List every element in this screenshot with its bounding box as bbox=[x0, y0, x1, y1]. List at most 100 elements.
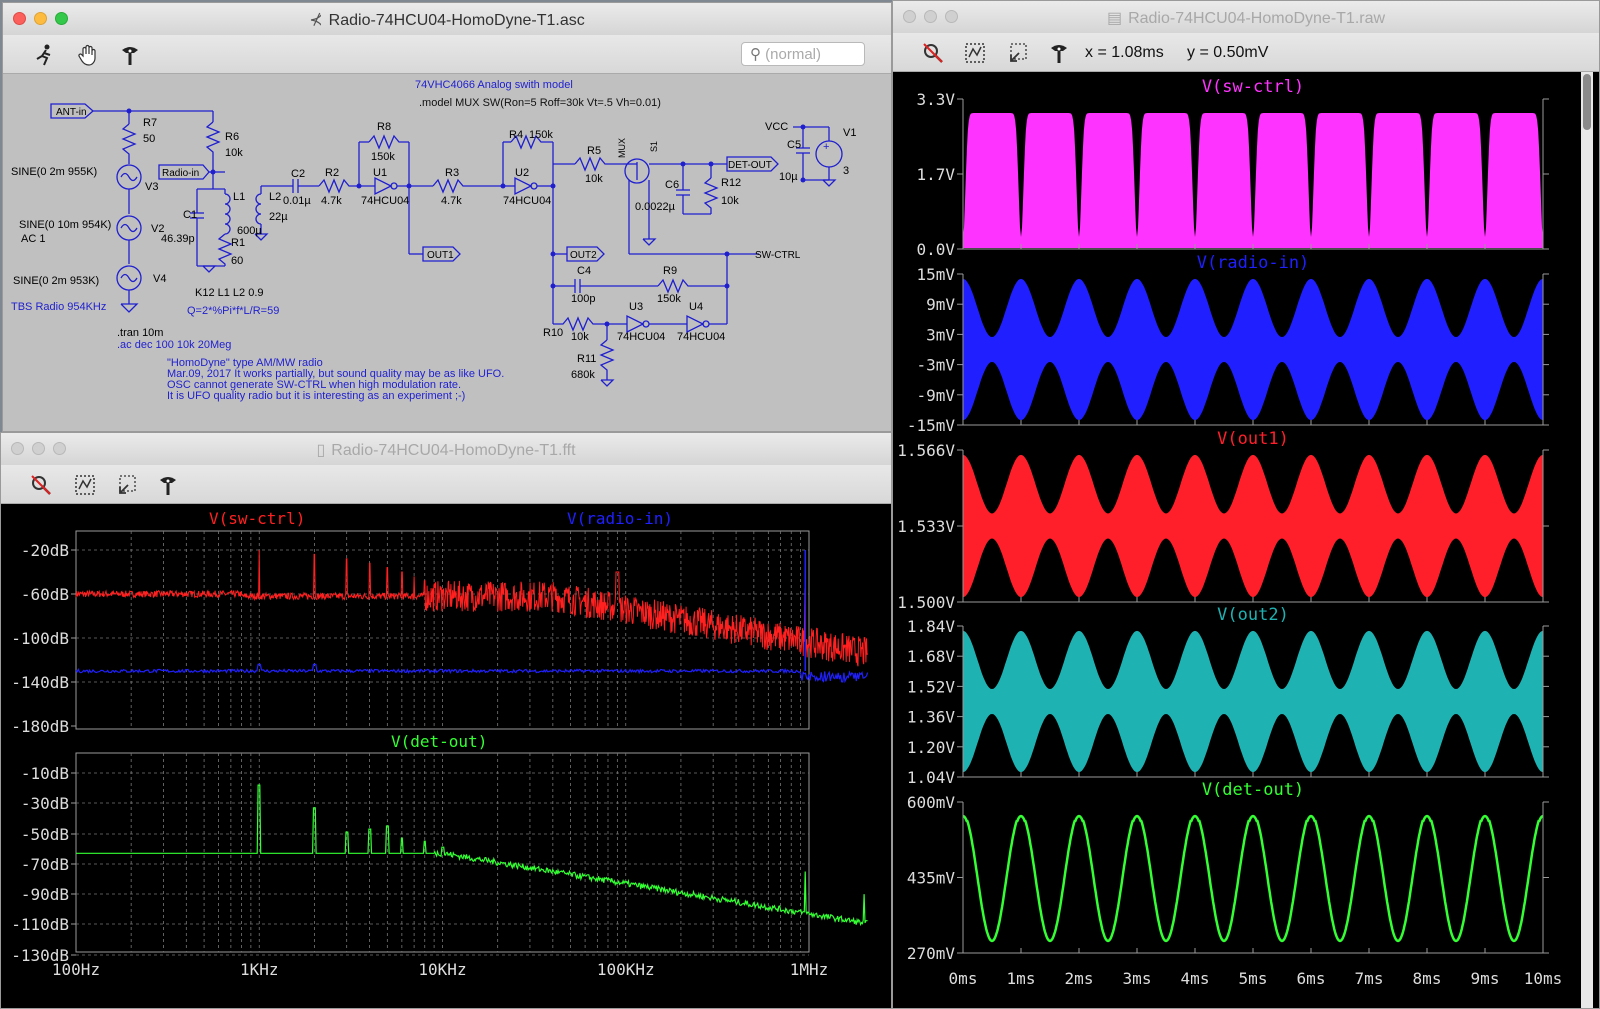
pane-out1-ytick: 1.500V bbox=[897, 593, 955, 612]
svg-text:50: 50 bbox=[143, 133, 155, 145]
fft-top-ytick: -100dB bbox=[11, 629, 69, 648]
pane-radio-in-ytick: 9mV bbox=[926, 295, 955, 314]
close-button[interactable] bbox=[13, 12, 26, 25]
fft-top-ytick: -140dB bbox=[11, 673, 69, 692]
svg-text:R6: R6 bbox=[225, 131, 239, 143]
fft-bottom-ytick: -90dB bbox=[21, 885, 69, 904]
pane-out1: V(out1) 1.566V 1.533V 1.500V bbox=[897, 429, 1549, 612]
svg-text:U4: U4 bbox=[689, 301, 703, 313]
halt-hand-icon[interactable] bbox=[76, 43, 100, 67]
svg-text:R11: R11 bbox=[577, 353, 596, 365]
undo-zoom-icon[interactable] bbox=[1005, 41, 1029, 65]
raw-scrollbar[interactable] bbox=[1581, 72, 1593, 1009]
svg-text:.tran 10m: .tran 10m bbox=[117, 327, 163, 339]
minimize-button[interactable] bbox=[34, 12, 47, 25]
raw-xtick: 2ms bbox=[1065, 969, 1094, 988]
fft-xtick: 1MHz bbox=[790, 960, 829, 979]
raw-scroll-thumb[interactable] bbox=[1583, 74, 1591, 130]
schematic-canvas[interactable]: + bbox=[3, 74, 891, 431]
fft-trace-label-radio-in: V(radio-in) bbox=[567, 509, 673, 528]
autorange-icon[interactable] bbox=[73, 473, 97, 497]
svg-text:0.0022µ: 0.0022µ bbox=[635, 201, 676, 213]
svg-text:C6: C6 bbox=[665, 179, 679, 191]
radio-in-flag bbox=[158, 164, 210, 180]
schematic-titlebar[interactable]: ⊀ Radio-74HCU04-HomoDyne-T1.asc bbox=[3, 3, 891, 36]
raw-plot-area[interactable]: V(sw-ctrl) 3.3V 1.7V 0.0V V(radio-in) 15mV 9mV… bbox=[893, 72, 1599, 1008]
svg-text:Radio-in: Radio-in bbox=[162, 168, 199, 179]
svg-text:It is UFO quality radio but it: It is UFO quality radio but it is intere… bbox=[167, 390, 465, 402]
raw-zoom-button[interactable] bbox=[945, 10, 958, 23]
schematic-window: ⊀ Radio-74HCU04-HomoDyne-T1.asc ⚲ (normal… bbox=[2, 2, 892, 432]
zoom-cancel-icon[interactable] bbox=[921, 41, 945, 65]
svg-text:C1: C1 bbox=[183, 209, 197, 221]
fft-plot-area[interactable]: V(sw-ctrl) V(radio-in) V(det-out) -20dB -… bbox=[1, 504, 891, 1008]
undo-zoom-icon[interactable] bbox=[114, 473, 138, 497]
zoom-cancel-icon[interactable] bbox=[29, 473, 53, 497]
schematic-file-icon: ⊀ bbox=[309, 12, 323, 29]
svg-text:L2: L2 bbox=[269, 191, 281, 203]
svg-text:R5: R5 bbox=[587, 145, 601, 157]
svg-text:74HCU04: 74HCU04 bbox=[677, 331, 725, 343]
svg-text:DET-OUT: DET-OUT bbox=[728, 160, 772, 171]
svg-text:22µ: 22µ bbox=[269, 211, 288, 223]
svg-text:R4: R4 bbox=[509, 129, 523, 141]
search-input[interactable]: ⚲ (normal) bbox=[741, 42, 865, 66]
svg-text:150k: 150k bbox=[371, 151, 395, 163]
svg-text:10k: 10k bbox=[585, 173, 603, 185]
svg-text:V2: V2 bbox=[151, 223, 164, 235]
raw-xtick: 10ms bbox=[1524, 969, 1563, 988]
pane-det-out-ytick: 270mV bbox=[907, 944, 956, 963]
svg-text:TBS Radio 954KHz: TBS Radio 954KHz bbox=[11, 301, 106, 313]
svg-text:10k: 10k bbox=[571, 331, 589, 343]
raw-window: ▤ Radio-74HCU04-HomoDyne-T1.raw x = 1.08m… bbox=[892, 0, 1600, 1009]
svg-text:AC 1: AC 1 bbox=[21, 233, 45, 245]
probe-icon[interactable] bbox=[156, 473, 180, 497]
svg-text:150k: 150k bbox=[657, 293, 681, 305]
autorange-icon[interactable] bbox=[963, 41, 987, 65]
fft-bottom-ytick: -130dB bbox=[11, 946, 69, 965]
fft-xtick: 1KHz bbox=[240, 960, 279, 979]
raw-xtick: 7ms bbox=[1355, 969, 1384, 988]
pane-sw-ctrl-ytick: 0.0V bbox=[916, 240, 955, 259]
schematic-annotations: 74VHC4066 Analog swith model .model MUX … bbox=[11, 79, 856, 402]
raw-close-button[interactable] bbox=[903, 10, 916, 23]
svg-text:R2: R2 bbox=[325, 167, 339, 179]
raw-minimize-button[interactable] bbox=[924, 10, 937, 23]
fft-zoom-button[interactable] bbox=[53, 442, 66, 455]
fft-plot: V(sw-ctrl) V(radio-in) V(det-out) -20dB -… bbox=[11, 509, 869, 979]
fft-file-icon: ▯ bbox=[316, 442, 326, 459]
fft-xtick: 100KHz bbox=[597, 960, 655, 979]
svg-text:SINE(0 2m 953K): SINE(0 2m 953K) bbox=[13, 275, 99, 287]
svg-text:R7: R7 bbox=[143, 117, 157, 129]
fft-trace-label-det-out: V(det-out) bbox=[391, 732, 487, 751]
run-icon[interactable] bbox=[33, 43, 57, 67]
pane-out2-ytick: 1.36V bbox=[907, 708, 956, 727]
fft-bottom-ytick: -70dB bbox=[21, 855, 69, 874]
svg-text:Mar.09, 2017 It works partiall: Mar.09, 2017 It works partially, but sou… bbox=[167, 368, 504, 380]
raw-window-title: Radio-74HCU04-HomoDyne-T1.raw bbox=[1128, 10, 1386, 27]
probe-icon[interactable] bbox=[118, 43, 142, 67]
zoom-button[interactable] bbox=[55, 12, 68, 25]
svg-text:OUT2: OUT2 bbox=[570, 250, 597, 261]
svg-text:R3: R3 bbox=[445, 167, 459, 179]
raw-titlebar[interactable]: ▤ Radio-74HCU04-HomoDyne-T1.raw bbox=[893, 1, 1599, 34]
pane-radio-in-ytick: -9mV bbox=[916, 386, 955, 405]
pane-out2-ytick: 1.84V bbox=[907, 617, 956, 636]
svg-text:R1: R1 bbox=[231, 237, 245, 249]
svg-text:R12: R12 bbox=[721, 177, 741, 189]
pane-out1-title: V(out1) bbox=[1217, 429, 1289, 449]
pane-out2-ytick: 1.68V bbox=[907, 647, 956, 666]
pane-out1-ytick: 1.566V bbox=[897, 441, 955, 460]
svg-text:L1: L1 bbox=[233, 191, 245, 203]
probe-icon[interactable] bbox=[1047, 41, 1071, 65]
pane-det-out-ytick: 600mV bbox=[907, 793, 956, 812]
pane-out2-title: V(out2) bbox=[1217, 605, 1289, 625]
fft-close-button[interactable] bbox=[11, 442, 24, 455]
raw-xtick: 9ms bbox=[1471, 969, 1500, 988]
svg-text:S1: S1 bbox=[649, 141, 659, 152]
fft-minimize-button[interactable] bbox=[32, 442, 45, 455]
svg-text:Q=2*%Pi*f*L/R=59: Q=2*%Pi*f*L/R=59 bbox=[187, 305, 279, 317]
fft-top-ytick: -20dB bbox=[21, 541, 69, 560]
fft-titlebar[interactable]: ▯ Radio-74HCU04-HomoDyne-T1.fft bbox=[1, 433, 891, 466]
svg-text:OUT1: OUT1 bbox=[427, 250, 454, 261]
